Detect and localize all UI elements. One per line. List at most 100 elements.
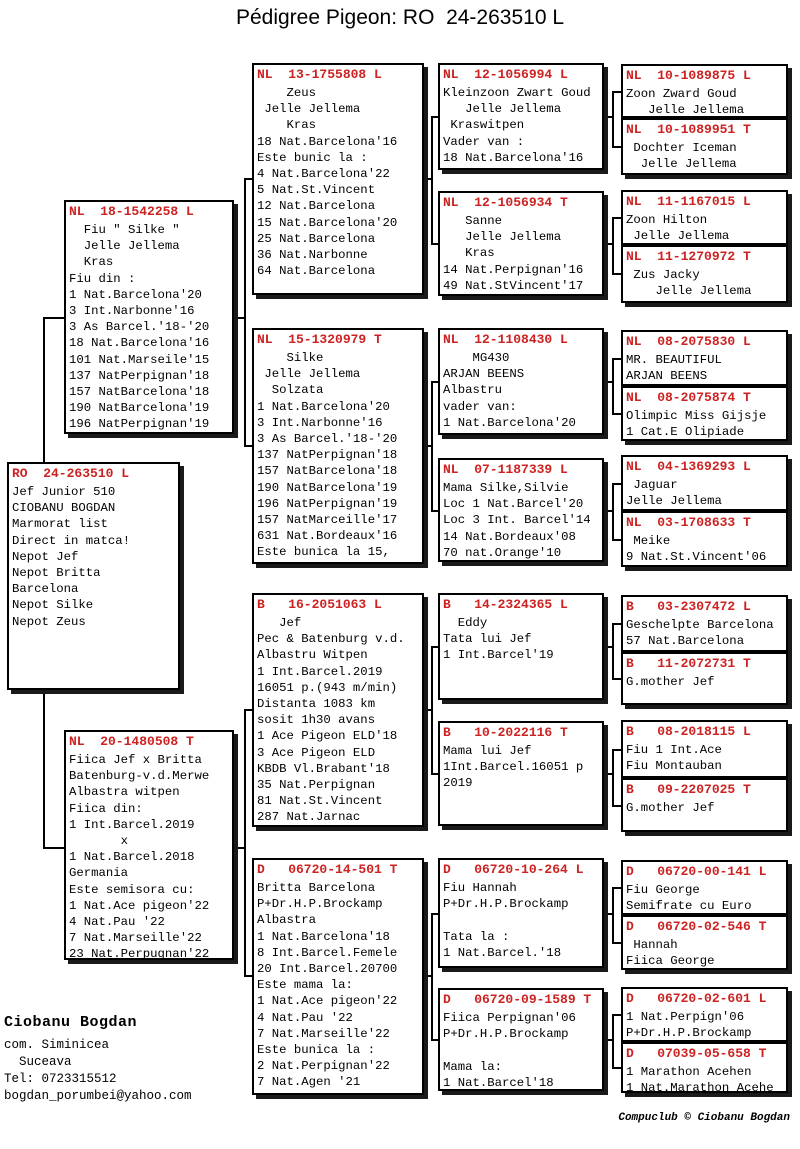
connector-line bbox=[431, 646, 438, 648]
owner-email: bogdan_porumbei@yahoo.com bbox=[4, 1089, 192, 1103]
ring-number: B 08-2018115 L bbox=[626, 724, 751, 739]
pigeon-details: Zeus Jelle Jellema Kras 18 Nat.Barcelona'… bbox=[257, 86, 398, 279]
pedigree-box-greatgrandparent-4: NL 07-1187339 L Mama Silke,Silvie Loc 1 N… bbox=[438, 458, 604, 562]
pedigree-box-grandparent-4: D 06720-14-501 T Britta Barcelona P+Dr.H.… bbox=[252, 858, 424, 1095]
connector-line bbox=[431, 381, 438, 383]
connector-line bbox=[234, 847, 244, 849]
pigeon-details: Mama lui Jef 1Int.Barcel.16051 p 2019 bbox=[443, 744, 584, 791]
ring-number: B 09-2207025 T bbox=[626, 782, 751, 797]
connector-line bbox=[424, 445, 431, 447]
connector-line bbox=[431, 1039, 438, 1041]
pedigree-box-greatgrandparent-8: D 06720-09-1589 T Fiica Perpignan'06 P+Dr… bbox=[438, 988, 604, 1091]
connector-line bbox=[612, 413, 621, 415]
ring-number: D 06720-10-264 L bbox=[443, 862, 584, 877]
pigeon-details: Jef Pec & Batenburg v.d. Albastru Witpen 1 … bbox=[257, 616, 405, 825]
pigeon-details: Silke Jelle Jellema Solzata 1 Nat.Barcelo… bbox=[257, 351, 398, 560]
connector-line bbox=[431, 913, 433, 1041]
ring-number: D 06720-14-501 T bbox=[257, 862, 398, 877]
connector-line bbox=[234, 317, 244, 319]
connector-line bbox=[612, 623, 614, 680]
connector-line bbox=[604, 646, 612, 648]
connector-line bbox=[612, 146, 621, 148]
connector-line bbox=[431, 243, 438, 245]
connector-line bbox=[612, 805, 621, 807]
connector-line bbox=[612, 91, 614, 148]
connector-line bbox=[612, 1067, 621, 1069]
pedigree-box-sire: NL 18-1542258 L Fiu " Silke " Jelle Jell… bbox=[64, 200, 234, 434]
pedigree-box-greatgreatgrandparent-9: B 03-2307472 L Geschelpte Barcelona 57 Na… bbox=[621, 595, 788, 652]
pedigree-box-greatgrandparent-5: B 14-2324365 L Eddy Tata lui Jef 1 Int.Bar… bbox=[438, 593, 604, 700]
pigeon-details: Dochter Iceman Jelle Jellema bbox=[626, 141, 737, 172]
pigeon-details: Fiica Jef x Britta Batenburg-v.d.Merwe Alb… bbox=[69, 753, 210, 960]
pigeon-details: Eddy Tata lui Jef 1 Int.Barcel'19 bbox=[443, 616, 554, 663]
ring-number: NL 12-1108430 L bbox=[443, 332, 568, 347]
pedigree-box-greatgreatgrandparent-11: B 08-2018115 L Fiu 1 Int.Ace Fiu Montauba… bbox=[621, 720, 788, 778]
pedigree-box-grandparent-3: B 16-2051063 L Jef Pec & Batenburg v.d. Al… bbox=[252, 593, 424, 827]
connector-line bbox=[612, 273, 621, 275]
pedigree-box-greatgreatgrandparent-13: D 06720-00-141 L Fiu George Semifrate cu … bbox=[621, 860, 788, 915]
connector-line bbox=[424, 178, 431, 180]
connector-line bbox=[612, 483, 614, 541]
ring-number: D 06720-00-141 L bbox=[626, 864, 767, 879]
owner-phone: Tel: 0723315512 bbox=[4, 1072, 117, 1086]
ring-number: B 16-2051063 L bbox=[257, 597, 382, 612]
connector-line bbox=[604, 510, 612, 512]
ring-number: NL 07-1187339 L bbox=[443, 462, 568, 477]
pedigree-box-greatgrandparent-3: NL 12-1108430 L MG430 ARJAN BEENS Albastru… bbox=[438, 328, 604, 435]
ring-number: NL 11-1270972 T bbox=[626, 249, 751, 264]
connector-line bbox=[612, 623, 621, 625]
pigeon-details: MR. BEAUTIFUL ARJAN BEENS bbox=[626, 353, 722, 384]
ring-number: NL 15-1320979 T bbox=[257, 332, 382, 347]
connector-line bbox=[244, 709, 246, 977]
pigeon-details: Fiica Perpignan'06 P+Dr.H.P.Brockamp Mama… bbox=[443, 1011, 576, 1090]
ring-number: NL 12-1056934 T bbox=[443, 195, 568, 210]
pigeon-details: Mama Silke,Silvie Loc 1 Nat.Barcel'20 Loc … bbox=[443, 481, 591, 560]
ring-number: NL 11-1167015 L bbox=[626, 194, 751, 209]
pigeon-details: Zoon Zward Goud Jelle Jellema bbox=[626, 87, 745, 118]
pedigree-box-greatgreatgrandparent-8: NL 03-1708633 T Meike 9 Nat.St.Vincent'06 bbox=[621, 511, 788, 567]
connector-line bbox=[431, 116, 438, 118]
connector-line bbox=[612, 217, 614, 275]
ring-number: NL 10-1089875 L bbox=[626, 68, 751, 83]
connector-line bbox=[604, 773, 612, 775]
ring-number: D 07039-05-658 T bbox=[626, 1046, 767, 1061]
connector-line bbox=[612, 358, 621, 360]
pigeon-details: Zoon Hilton Jelle Jellema bbox=[626, 213, 730, 244]
pigeon-details: Fiu " Silke " Jelle Jellema Kras Fiu din … bbox=[69, 223, 210, 432]
pedigree-box-greatgreatgrandparent-3: NL 11-1167015 L Zoon Hilton Jelle Jellem… bbox=[621, 190, 788, 245]
connector-line bbox=[612, 887, 614, 944]
ring-number: D 06720-02-546 T bbox=[626, 919, 767, 934]
pigeon-details: Fiu George Semifrate cu Euro bbox=[626, 883, 752, 914]
pigeon-details: Britta Barcelona P+Dr.H.P.Brockamp Albastr… bbox=[257, 881, 398, 1090]
ring-number: D 06720-02-601 L bbox=[626, 991, 767, 1006]
pedigree-box-grandparent-1: NL 13-1755808 L Zeus Jelle Jellema Kras 1… bbox=[252, 63, 424, 295]
connector-line bbox=[612, 483, 621, 485]
connector-line bbox=[43, 847, 70, 849]
connector-line bbox=[431, 913, 438, 915]
connector-line bbox=[424, 975, 431, 977]
ring-number: NL 08-2075830 L bbox=[626, 334, 751, 349]
connector-line bbox=[244, 709, 252, 711]
pedigree-box-greatgrandparent-7: D 06720-10-264 L Fiu Hannah P+Dr.H.P.Broc… bbox=[438, 858, 604, 968]
pigeon-details: Olimpic Miss Gijsje 1 Cat.E Olipiade bbox=[626, 409, 767, 440]
connector-line bbox=[424, 709, 431, 711]
pedigree-box-dam: NL 20-1480508 T Fiica Jef x Britta Batenb… bbox=[64, 730, 234, 960]
ring-number: D 06720-09-1589 T bbox=[443, 992, 592, 1007]
pigeon-details: G.mother Jef bbox=[626, 801, 715, 815]
pedigree-box-greatgreatgrandparent-2: NL 10-1089951 T Dochter Iceman Jelle Jel… bbox=[621, 118, 788, 175]
ring-number: B 03-2307472 L bbox=[626, 599, 751, 614]
pigeon-details: Kleinzoon Zwart Goud Jelle Jellema Krasw… bbox=[443, 86, 591, 165]
pedigree-box-greatgreatgrandparent-1: NL 10-1089875 L Zoon Zward Goud Jelle Je… bbox=[621, 64, 788, 118]
connector-line bbox=[612, 1014, 614, 1069]
connector-line bbox=[431, 116, 433, 245]
pigeon-details: Jaguar Jelle Jellema bbox=[626, 478, 722, 509]
connector-line bbox=[604, 381, 612, 383]
pedigree-box-greatgreatgrandparent-6: NL 08-2075874 T Olimpic Miss Gijsje 1 Cat… bbox=[621, 386, 788, 441]
ring-number: NL 08-2075874 T bbox=[626, 390, 751, 405]
pedigree-box-greatgreatgrandparent-4: NL 11-1270972 T Zus Jacky Jelle Jellema bbox=[621, 245, 788, 303]
connector-line bbox=[431, 510, 438, 512]
connector-line bbox=[612, 1014, 621, 1016]
connector-line bbox=[244, 178, 252, 180]
connector-line bbox=[604, 1039, 612, 1041]
ring-number: NL 03-1708633 T bbox=[626, 515, 751, 530]
